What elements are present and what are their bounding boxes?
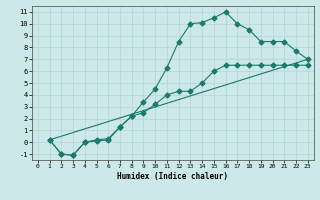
X-axis label: Humidex (Indice chaleur): Humidex (Indice chaleur) xyxy=(117,172,228,181)
